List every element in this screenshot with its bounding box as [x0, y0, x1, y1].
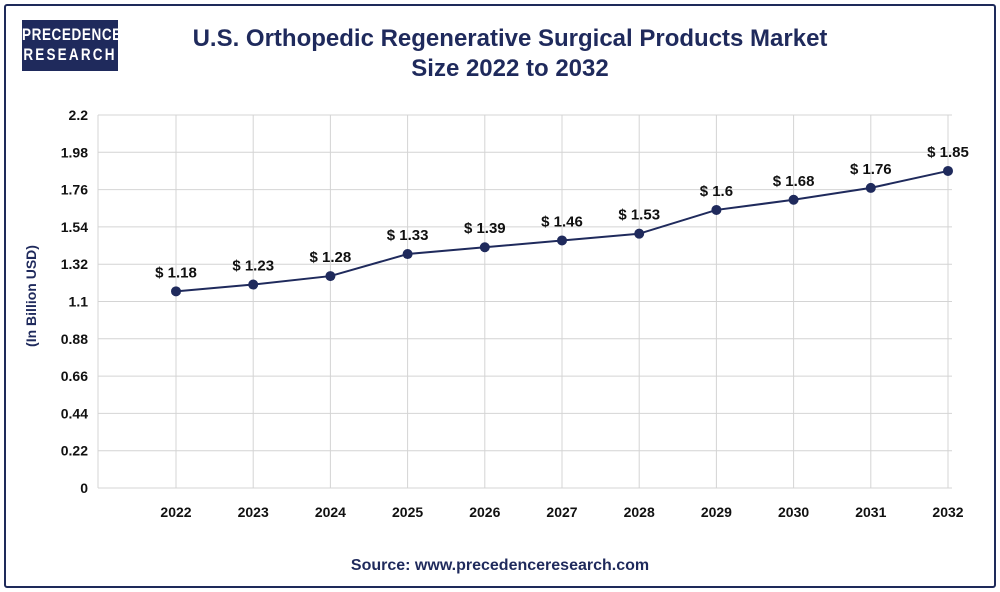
- x-tick-label: 2024: [315, 504, 346, 520]
- data-label: $ 1.23: [232, 258, 274, 275]
- data-label: $ 1.18: [155, 264, 197, 281]
- brand-logo-line1: PRECEDENCE: [22, 25, 122, 44]
- y-tick-label: 0.88: [61, 331, 88, 347]
- data-point: [479, 242, 490, 253]
- source-note: Source: www.precedenceresearch.com: [0, 557, 1000, 575]
- y-tick-label: 1.1: [69, 294, 89, 310]
- data-point: [634, 228, 645, 239]
- y-tick-label: 1.32: [61, 256, 88, 272]
- y-tick-label: 1.98: [61, 144, 88, 160]
- x-tick-label: 2023: [238, 504, 269, 520]
- data-label: $ 1.46: [541, 213, 583, 230]
- y-tick-label: 2.2: [69, 107, 89, 123]
- data-label: $ 1.76: [850, 161, 892, 178]
- source-url: www.precedenceresearch.com: [414, 557, 650, 574]
- data-point: [943, 165, 953, 176]
- data-point: [788, 194, 799, 205]
- chart-frame: [4, 4, 996, 588]
- data-point: [171, 286, 181, 297]
- chart-title: U.S. Orthopedic Regenerative Surgical Pr…: [150, 24, 870, 84]
- data-point: [402, 249, 413, 260]
- y-tick-label: 0.22: [61, 443, 88, 459]
- y-tick-label: 0.66: [61, 368, 88, 384]
- y-tick-label: 0.44: [61, 405, 88, 421]
- data-label: $ 1.6: [700, 183, 733, 200]
- x-tick-label: 2022: [160, 504, 191, 520]
- chart-title-line1: U.S. Orthopedic Regenerative Surgical Pr…: [192, 25, 828, 52]
- data-label: $ 1.68: [773, 173, 815, 190]
- x-tick-label: 2028: [624, 504, 655, 520]
- x-tick-label: 2026: [469, 504, 500, 520]
- y-tick-label: 1.54: [61, 219, 88, 235]
- brand-logo-line2: RESEARCH: [23, 45, 117, 64]
- data-point: [711, 204, 722, 215]
- data-point: [557, 235, 567, 246]
- data-label: $ 1.53: [618, 207, 660, 224]
- data-point: [325, 271, 336, 282]
- data-point: [865, 182, 876, 193]
- y-tick-label: 1.76: [61, 182, 88, 198]
- x-tick-label: 2027: [546, 504, 577, 520]
- y-axis-label: (In Billion USD): [23, 245, 39, 347]
- x-tick-label: 2032: [932, 504, 963, 520]
- x-tick-label: 2031: [855, 504, 886, 520]
- brand-logo: PRECEDENCE RESEARCH: [22, 20, 122, 71]
- data-label: $ 1.28: [310, 249, 352, 266]
- chart-title-line2: Size 2022 to 2032: [411, 55, 609, 82]
- source-prefix: Source:: [350, 557, 411, 574]
- y-tick-label: 0: [80, 480, 88, 496]
- x-tick-label: 2030: [778, 504, 809, 520]
- data-label: $ 1.39: [464, 220, 506, 237]
- x-tick-label: 2029: [701, 504, 732, 520]
- x-tick-label: 2025: [392, 504, 423, 520]
- data-label: $ 1.85: [927, 144, 969, 161]
- data-label: $ 1.33: [387, 227, 429, 244]
- data-point: [248, 279, 259, 290]
